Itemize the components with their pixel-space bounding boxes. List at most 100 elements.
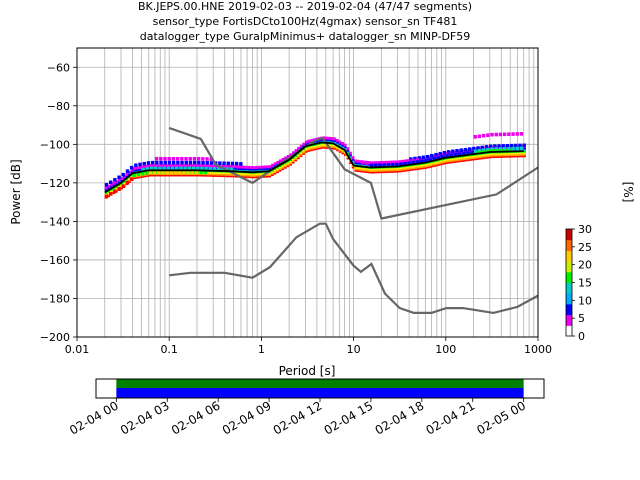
heatmap-cell [148, 173, 152, 177]
heatmap-cell [330, 138, 334, 142]
heatmap-cell [151, 173, 155, 177]
heatmap-cell [260, 168, 264, 172]
heatmap-cell [148, 164, 152, 168]
y-tick-label: −160 [40, 254, 70, 267]
heatmap-cell [130, 168, 134, 172]
heatmap-cell [294, 158, 298, 162]
heatmap-cell [518, 148, 521, 152]
colorbar-segment [566, 325, 572, 337]
heatmap-cell [468, 156, 472, 160]
heatmap-cell [484, 152, 487, 156]
heatmap-cell [467, 147, 472, 151]
heatmap-cell [388, 166, 391, 170]
heatmap-cell [351, 160, 355, 164]
heatmap-cell [278, 159, 282, 163]
heatmap-cell [281, 167, 285, 171]
heatmap-cell [242, 165, 246, 169]
heatmap-cell [121, 172, 125, 177]
heatmap-cell [419, 165, 422, 169]
heatmap-cell [497, 151, 500, 155]
heatmap-cell [234, 166, 238, 170]
heatmap-cell [234, 171, 238, 175]
heatmap-cell [174, 173, 178, 177]
heatmap-cell [125, 179, 129, 183]
heatmap-cell [239, 173, 243, 177]
heatmap-cell [143, 165, 147, 169]
title-line-1: BK.JEPS.00.HNE 2019-02-03 -- 2019-02-04 … [138, 0, 472, 13]
heatmap-cell [198, 173, 201, 177]
heatmap-cell [432, 164, 435, 168]
heatmap-cell [135, 166, 139, 170]
heatmap-cell [390, 161, 394, 165]
heatmap-cell [505, 151, 508, 155]
heatmap-cell [481, 133, 486, 138]
heatmap-cell [245, 167, 248, 171]
heatmap-cell [424, 159, 428, 163]
heatmap-cell [201, 160, 205, 165]
heatmap-cell [107, 184, 110, 188]
heatmap-cell [494, 153, 498, 157]
heatmap-cell [515, 146, 519, 151]
heatmap-cell [128, 170, 131, 174]
heatmap-cell [208, 166, 213, 171]
y-tick-label: −80 [47, 100, 70, 113]
heatmap-cell [393, 163, 396, 167]
heatmap-cell [273, 162, 277, 166]
heatmap-cell [432, 157, 437, 161]
heatmap-cell [149, 166, 154, 171]
heatmap-cell [307, 141, 311, 145]
heatmap-cell [291, 157, 295, 161]
heatmap-cell [413, 156, 417, 161]
heatmap-cell [304, 148, 308, 152]
heatmap-cell [165, 170, 169, 175]
heatmap-cell [263, 165, 266, 169]
heatmap-cell [341, 149, 344, 153]
heatmap-cell [373, 161, 377, 166]
heatmap-cell [125, 174, 129, 178]
heatmap-cell [519, 146, 524, 151]
heatmap-cell [164, 164, 168, 168]
heatmap-cell [421, 155, 426, 160]
heatmap-cell [171, 156, 176, 161]
heatmap-cell [122, 182, 126, 186]
heatmap-cell [479, 156, 482, 160]
heatmap-cell [170, 166, 175, 171]
heatmap-cell [359, 161, 363, 165]
heatmap-cell [229, 174, 233, 178]
heatmap-cell [419, 166, 422, 170]
heatmap-cell [209, 161, 214, 165]
colorbar-ticks: 0 5 10 15 20 25 30 [572, 223, 592, 343]
y-tick-label: −100 [40, 138, 70, 151]
heatmap-cell [143, 172, 147, 176]
heatmap-cell [409, 157, 413, 161]
heatmap-cell [310, 145, 313, 149]
heatmap-cell [442, 160, 446, 164]
heatmap-cell [180, 173, 183, 177]
colorbar-tick-label: 5 [578, 312, 585, 325]
heatmap-cell [466, 155, 469, 159]
heatmap-cell [252, 167, 256, 171]
heatmap-cell [338, 143, 342, 147]
heatmap-cell [198, 167, 201, 171]
heatmap-cell [507, 132, 511, 137]
heatmap-cell [237, 166, 240, 170]
heatmap-cell [297, 153, 300, 157]
heatmap-cell [447, 159, 451, 163]
heatmap-cell [117, 175, 121, 180]
heatmap-cell [196, 166, 200, 171]
heatmap-cell [187, 166, 192, 171]
heatmap-cell [320, 139, 324, 143]
heatmap-cell [226, 172, 230, 176]
heatmap-cell [523, 148, 526, 152]
heatmap-cell [497, 154, 500, 158]
heatmap-cell [323, 145, 326, 149]
heatmap-cell [263, 174, 266, 178]
heatmap-cell [411, 160, 416, 165]
heatmap-cell [460, 157, 464, 161]
heatmap-cell [402, 160, 407, 164]
heatmap-cell [310, 148, 313, 152]
heatmap-cell [134, 163, 138, 168]
heatmap-cell [494, 147, 498, 151]
heatmap-cell [229, 167, 234, 172]
heatmap-cell [481, 154, 485, 158]
